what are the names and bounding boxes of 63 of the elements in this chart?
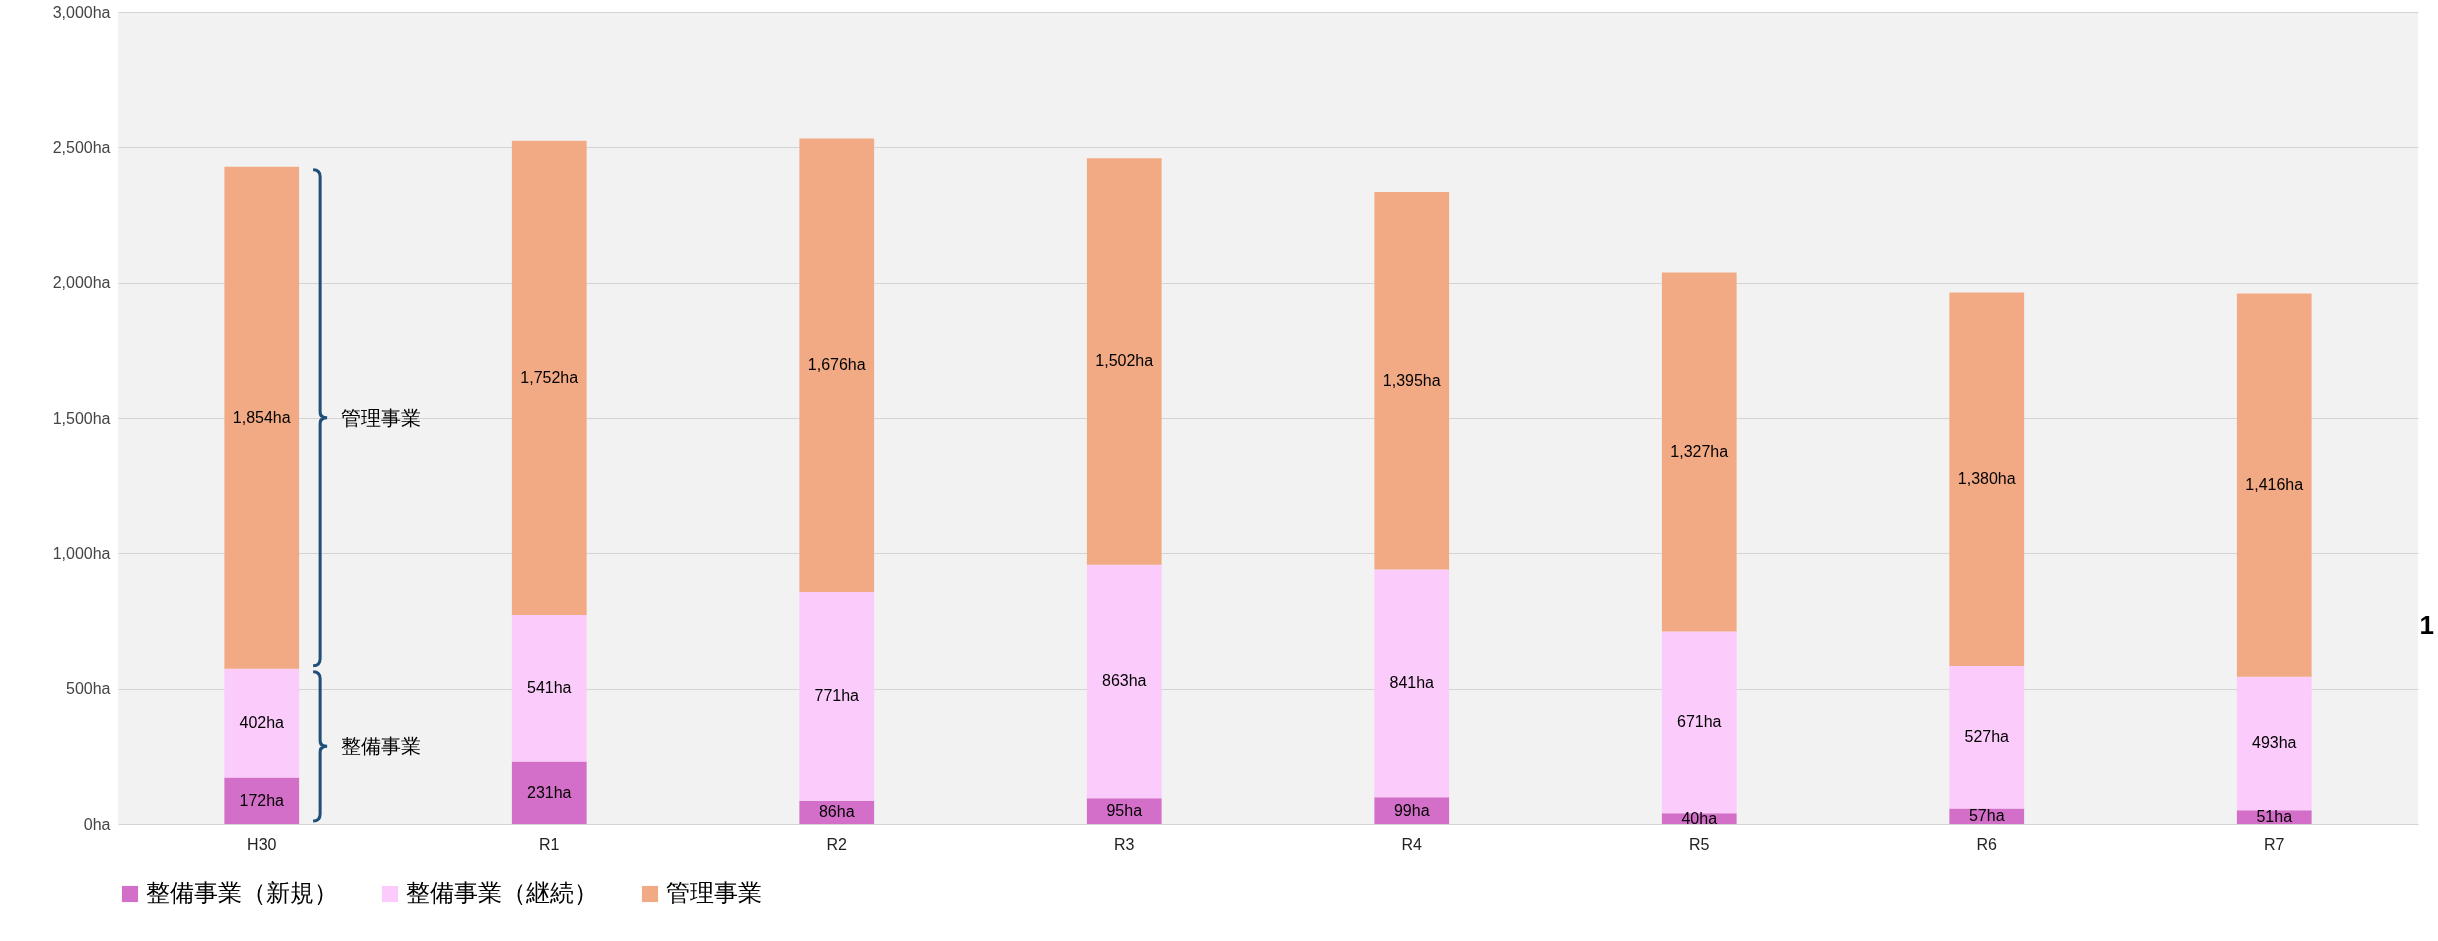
data-label: 86ha: [818, 803, 855, 821]
bar: [224, 166, 300, 669]
data-label: 57ha: [1968, 807, 2005, 825]
data-label: 1,416ha: [2245, 476, 2304, 494]
data-label: 172ha: [239, 791, 285, 809]
data-label: 541ha: [527, 679, 572, 697]
legend-label: 管理事業: [666, 879, 762, 906]
bar: [1661, 272, 1737, 632]
bar: [511, 140, 587, 616]
data-label: 493ha: [2252, 734, 2297, 752]
x-tick-label: R6: [1976, 835, 1998, 853]
bar: [1374, 191, 1450, 570]
bar: [1661, 631, 1737, 814]
legend-label: 整備事業（新規）: [146, 879, 338, 906]
annotation: 管理事業: [341, 406, 422, 429]
data-label: 1,395ha: [1382, 371, 1441, 389]
data-label: 771ha: [814, 687, 860, 705]
x-tick-label: R3: [1114, 835, 1135, 853]
bar: [1949, 665, 2025, 809]
data-label: 671ha: [1677, 713, 1722, 731]
bar: [1086, 564, 1162, 799]
x-tick-label: R7: [2264, 835, 2285, 853]
bar: [1086, 158, 1162, 565]
data-label: 51ha: [2256, 808, 2293, 826]
bar: [224, 668, 300, 778]
data-label: 95ha: [1106, 802, 1143, 820]
data-label: 527ha: [1964, 728, 2010, 746]
x-tick-label: R5: [1689, 835, 1710, 853]
data-label: 1,676ha: [807, 356, 866, 374]
annotation: 整備事業: [341, 735, 422, 758]
data-label: 231ha: [527, 783, 572, 801]
x-tick-label: R1: [539, 835, 560, 853]
data-label: 99ha: [1393, 801, 1430, 819]
data-label: 1,854ha: [232, 408, 291, 426]
bar: [1949, 292, 2025, 666]
x-tick-label: R4: [1401, 835, 1423, 853]
bar: [2236, 293, 2312, 677]
y-tick-label: 500ha: [66, 680, 111, 698]
data-label: 1,502ha: [1095, 352, 1154, 370]
data-label: 402ha: [239, 714, 285, 732]
legend-label: 整備事業（継続）: [406, 879, 598, 906]
y-tick-label: 2,000ha: [52, 274, 111, 292]
bar: [224, 777, 300, 824]
data-label: 841ha: [1389, 674, 1435, 692]
bar: [2236, 676, 2312, 811]
y-tick-label: 1,000ha: [52, 544, 111, 562]
y-tick-label: 1,500ha: [52, 409, 111, 427]
data-label: 40ha: [1681, 809, 1718, 827]
text: 1: [2419, 610, 2434, 641]
data-label: 863ha: [1102, 672, 1147, 690]
data-label: 1,327ha: [1670, 442, 1729, 460]
bar: [799, 138, 875, 593]
y-tick-label: 0ha: [83, 815, 111, 833]
bar: [511, 761, 587, 824]
x-tick-label: R2: [826, 835, 848, 853]
bar: [511, 615, 587, 762]
bar: [799, 592, 875, 801]
x-tick-label: H30: [247, 835, 277, 853]
y-tick-label: 3,000ha: [52, 3, 111, 21]
data-label: 1,752ha: [520, 368, 579, 386]
data-label: 1,380ha: [1957, 470, 2016, 488]
y-tick-label: 2,500ha: [52, 138, 111, 156]
bar: [1374, 569, 1450, 798]
